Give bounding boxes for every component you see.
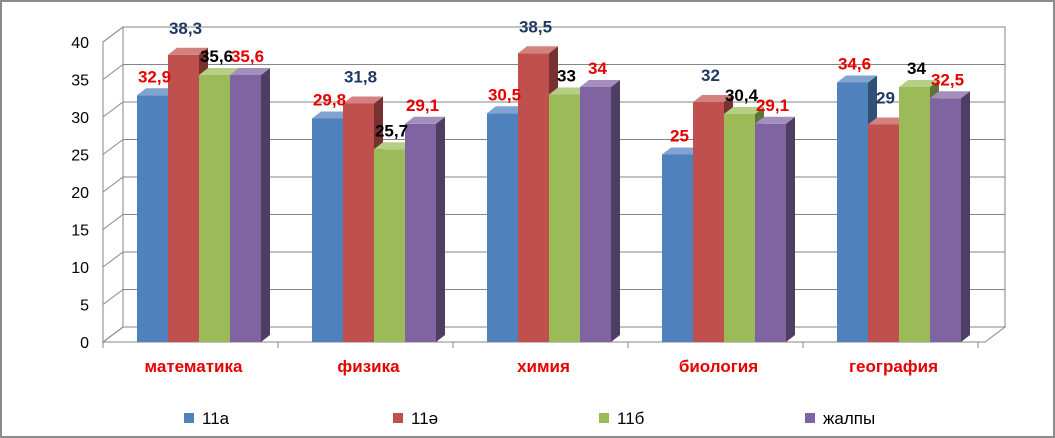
data-label: 32 [701, 66, 720, 85]
bar-side [786, 116, 795, 342]
bar [374, 149, 405, 342]
legend-swatch [393, 413, 403, 423]
bar-top [724, 107, 764, 114]
bar-side [611, 80, 620, 342]
data-label: 34 [907, 59, 926, 78]
bar-top [580, 80, 620, 87]
legend-label: жалпы [823, 409, 875, 428]
y-tick-label: 15 [71, 223, 89, 240]
y-tick-label: 10 [71, 260, 89, 277]
data-label: 38,3 [169, 19, 202, 38]
legend-item: 11а [184, 409, 230, 428]
bar-top [374, 142, 414, 150]
bar-top [899, 80, 939, 87]
data-label: 29 [876, 89, 895, 108]
bar [168, 54, 199, 342]
bar-side [261, 68, 270, 342]
bar [755, 123, 786, 342]
bar-top [693, 95, 733, 102]
bar-top [312, 111, 352, 119]
data-label: 32,5 [931, 70, 964, 89]
bar [693, 102, 724, 342]
data-label: 35,6 [200, 47, 233, 66]
bar [518, 53, 549, 342]
bar-side [961, 91, 970, 342]
legend-swatch [805, 413, 815, 423]
category-label: биология [679, 357, 758, 376]
y-tick-label: 0 [80, 335, 89, 352]
legend-swatch [184, 413, 194, 423]
y-tick-label: 5 [80, 298, 89, 315]
bar-top [168, 47, 208, 55]
data-label: 25,7 [375, 121, 408, 140]
bar [930, 98, 961, 342]
legend-swatch [599, 413, 609, 423]
bar [899, 87, 930, 342]
bar [487, 113, 518, 342]
bar [312, 118, 343, 342]
gridline [102, 64, 1005, 80]
data-label: 29,1 [406, 96, 439, 115]
category-label: химия [517, 357, 570, 376]
bar [230, 75, 261, 342]
bar [199, 75, 230, 342]
gridline [102, 26, 1005, 43]
y-tick-label: 35 [71, 73, 89, 90]
bar [137, 95, 168, 342]
bar [343, 103, 374, 342]
category-label: география [849, 357, 938, 376]
data-label: 25 [670, 127, 689, 146]
category-label: физика [337, 357, 400, 376]
bar-top [868, 117, 908, 125]
legend-item: 11ә [393, 409, 438, 428]
bar-top [518, 46, 558, 54]
data-label: 31,8 [344, 68, 377, 87]
y-tick-label: 20 [71, 185, 89, 202]
data-label: 33 [557, 67, 576, 86]
bar-top [199, 68, 239, 75]
bar [405, 123, 436, 342]
data-label: 34,6 [838, 55, 871, 74]
category-label: математика [145, 357, 243, 376]
bar-top [662, 147, 702, 155]
data-label: 38,5 [519, 17, 552, 36]
bar [662, 154, 693, 342]
bar-top [755, 116, 795, 124]
y-tick-label: 25 [71, 148, 89, 165]
data-label: 30,5 [488, 85, 521, 104]
bar-top [405, 116, 445, 124]
legend-label: 11б [617, 409, 645, 428]
legend-label: 11ә [411, 409, 438, 428]
bars [137, 46, 970, 342]
bar [837, 82, 868, 342]
data-label: 34 [588, 59, 607, 78]
y-tick-label: 30 [71, 110, 89, 127]
legend-item: жалпы [805, 409, 875, 428]
legend-label: 11а [202, 409, 230, 428]
bar [724, 114, 755, 342]
bar-top [137, 88, 177, 96]
bar-top [343, 96, 383, 104]
data-label: 30,4 [725, 86, 759, 105]
bar-top [230, 68, 270, 75]
data-label: 35,6 [231, 47, 264, 66]
bar-top [930, 91, 970, 99]
bar-top [487, 106, 527, 114]
data-label: 29,1 [756, 96, 789, 115]
bar-top [837, 75, 877, 83]
bar [580, 87, 611, 342]
bar-side [436, 116, 445, 342]
bar [868, 124, 899, 342]
legend-item: 11б [599, 409, 645, 428]
bar-top [549, 87, 589, 95]
y-tick-label: 40 [71, 35, 89, 52]
data-label: 32,9 [138, 67, 171, 86]
data-label: 29,8 [313, 91, 346, 110]
bar [549, 94, 580, 342]
